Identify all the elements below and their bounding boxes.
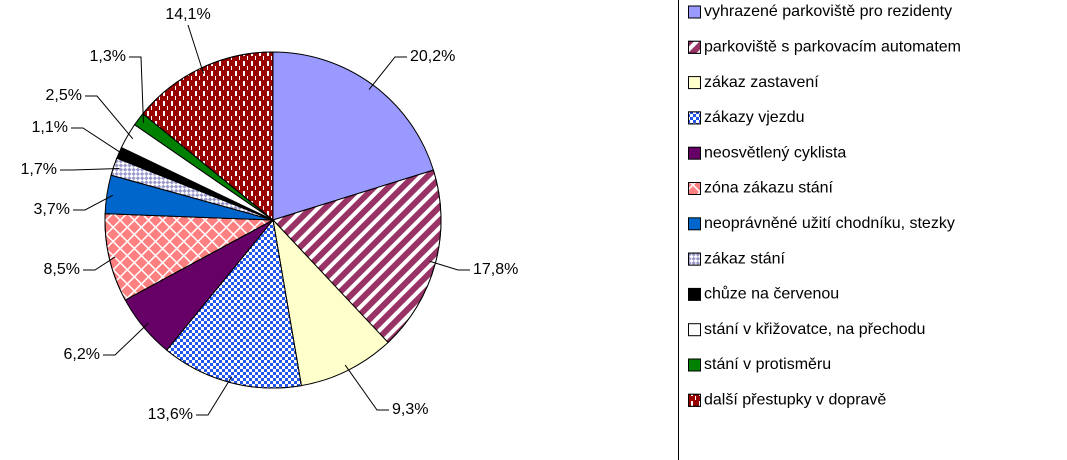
slice-pattern	[166, 218, 302, 389]
legend-swatch	[688, 323, 701, 337]
legend-label: neosvětlený cyklista	[704, 144, 846, 161]
legend-swatch	[688, 5, 701, 19]
leader-line	[344, 364, 389, 411]
legend-label: zákaz zastavení	[704, 74, 819, 91]
data-label: 1,7%	[21, 161, 57, 178]
data-label: 20,2%	[410, 48, 455, 65]
legend-label: neoprávněné užití chodníku, stezky	[704, 215, 955, 232]
data-label: 1,1%	[32, 119, 68, 136]
legend-swatch-pattern	[688, 252, 701, 266]
legend-swatch-pattern	[688, 111, 701, 125]
legend-label: zákazy vjezdu	[704, 109, 805, 126]
leader-line	[429, 260, 470, 271]
leader-line	[196, 376, 233, 416]
legend-swatch-pattern	[688, 182, 701, 195]
legend-label: zóna zákazu stání	[704, 180, 834, 197]
data-label: 9,3%	[392, 401, 428, 418]
leader-line	[73, 194, 114, 211]
leader-line	[71, 127, 125, 156]
leader-line	[83, 256, 116, 271]
data-label: 3,7%	[34, 201, 70, 218]
legend-label: chůze na červenou	[704, 285, 839, 303]
data-label: 1,3%	[90, 48, 126, 65]
legend-swatch	[688, 358, 701, 372]
leader-line	[85, 95, 134, 140]
data-label: 13,6%	[148, 406, 193, 423]
data-label: 6,2%	[64, 346, 100, 363]
slice-pattern	[142, 51, 274, 222]
legend-swatch	[688, 287, 701, 301]
legend-label: parkoviště s parkovacím automatem	[704, 39, 961, 56]
data-label: 17,8%	[473, 261, 518, 278]
legend-swatch	[688, 76, 701, 90]
legend-swatch-pattern	[688, 393, 701, 407]
pie-slice	[272, 218, 389, 387]
data-label: 8,5%	[44, 261, 80, 278]
legend-swatch	[688, 217, 701, 231]
legend-label: zákaz stání	[704, 250, 785, 267]
legend-swatch	[688, 146, 701, 160]
leader-line	[60, 167, 120, 171]
leader-line	[187, 24, 205, 74]
leader-line	[368, 56, 407, 90]
legend-label: vyhrazené parkoviště pro rezidenty	[704, 3, 952, 20]
legend-label: stání v protisměru	[704, 356, 831, 373]
slice-pattern	[104, 213, 275, 301]
legend-swatch-pattern	[688, 40, 701, 54]
leader-line	[103, 322, 149, 356]
leader-line	[129, 56, 144, 123]
legend-label: další přestupky v dopravě	[704, 392, 886, 409]
legend-label: stání v křižovatce, na přechodu	[704, 321, 925, 338]
data-label: 14,1%	[165, 6, 210, 23]
data-label: 2,5%	[46, 87, 82, 104]
